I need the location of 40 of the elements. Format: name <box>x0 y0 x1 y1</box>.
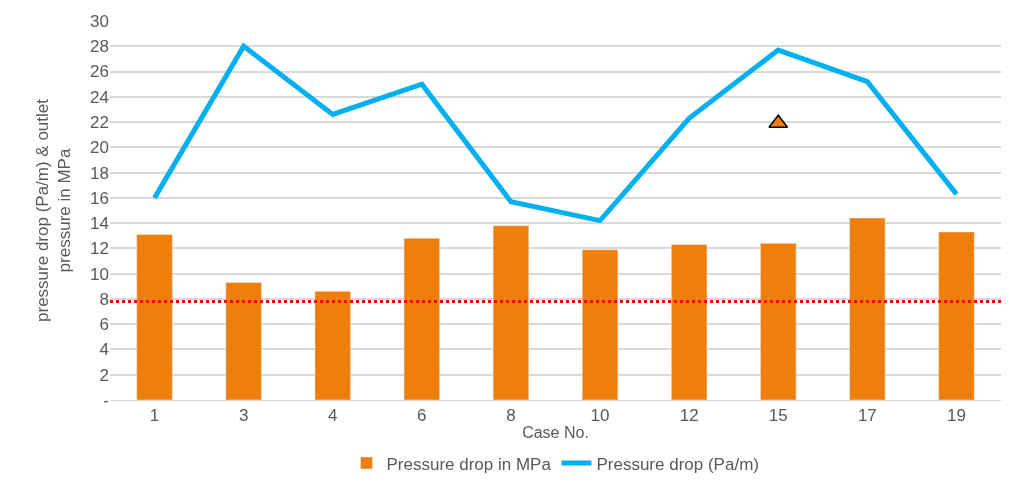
x-tick-label: 17 <box>857 406 877 426</box>
y-tick-label: 8 <box>99 289 109 309</box>
x-tick-label: 6 <box>417 406 427 426</box>
x-tick-label: 19 <box>946 406 966 426</box>
y-tick-label: 10 <box>90 264 109 284</box>
x-tick-label: 8 <box>506 406 516 426</box>
y-tick-label: 20 <box>90 138 109 158</box>
y-axis-title: pressure drop (Pa/m) & outlet pressure in MPa <box>32 98 74 322</box>
bar <box>938 231 975 400</box>
bar <box>760 243 797 400</box>
y-tick-label: 6 <box>99 315 109 335</box>
x-tick-label: 3 <box>238 406 249 426</box>
bar <box>849 217 886 400</box>
bar <box>581 249 619 400</box>
x-tick-label: 1 <box>149 406 160 426</box>
y-tick-label: 18 <box>90 163 109 183</box>
x-tick-label: 4 <box>328 406 338 426</box>
x-tick-label: 15 <box>768 406 788 426</box>
y-tick-label: 4 <box>99 340 109 360</box>
y-tick-label: - <box>103 390 109 410</box>
legend-label: Pressure drop (Pa/m) <box>596 454 759 474</box>
y-tick-label: 28 <box>90 37 109 57</box>
legend-label: Pressure drop in MPa <box>386 454 552 474</box>
y-tick-label: 16 <box>90 188 109 208</box>
y-tick-label: 2 <box>99 365 109 385</box>
y-tick-label: 24 <box>90 87 109 107</box>
y-tick-label: 22 <box>90 113 109 133</box>
bar <box>225 282 262 400</box>
bar <box>671 244 708 400</box>
y-tick-label: 30 <box>90 11 109 31</box>
bar <box>403 238 440 400</box>
y-tick-label: 26 <box>90 62 109 82</box>
bar <box>136 234 173 400</box>
x-tick-label: 12 <box>679 406 699 426</box>
bar <box>314 291 351 400</box>
y-tick-label: 14 <box>90 214 109 234</box>
y-tick-label: 12 <box>90 239 109 259</box>
x-axis-title: Case No. <box>522 424 589 442</box>
x-tick-label: 10 <box>590 406 610 426</box>
bar <box>492 225 530 400</box>
